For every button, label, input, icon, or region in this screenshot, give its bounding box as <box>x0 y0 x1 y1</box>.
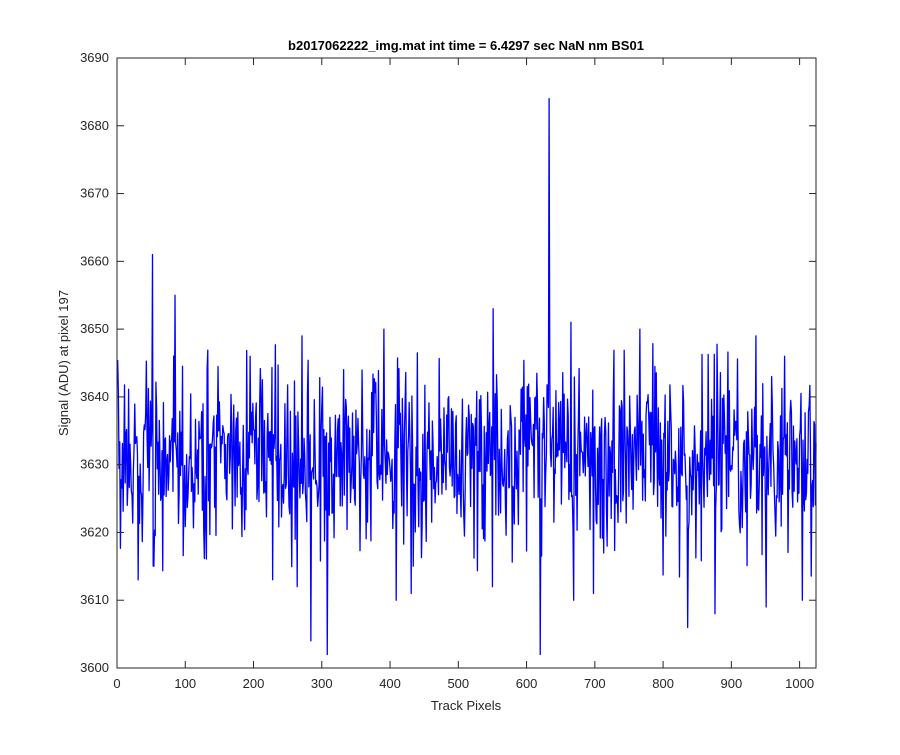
x-tick-label: 700 <box>584 676 606 691</box>
y-tick-label: 3640 <box>80 389 109 404</box>
series-layer <box>117 98 817 656</box>
y-tick-label: 3680 <box>80 118 109 133</box>
y-axis-label: Signal (ADU) at pixel 197 <box>56 290 71 436</box>
x-tick-label: 800 <box>652 676 674 691</box>
series-line <box>117 98 817 656</box>
x-tick-label: 900 <box>721 676 743 691</box>
x-tick-label: 300 <box>311 676 333 691</box>
x-tick-label: 100 <box>174 676 196 691</box>
chart-title: b2017062222_img.mat int time = 6.4297 se… <box>288 38 644 53</box>
x-tick-label: 500 <box>447 676 469 691</box>
y-tick-label: 3630 <box>80 457 109 472</box>
x-axis: 0 100 200 300 400 500 600 700 800 900 1000 <box>113 58 814 691</box>
x-tick-label: 1000 <box>785 676 814 691</box>
y-tick-label: 3690 <box>80 50 109 65</box>
axes-box <box>116 57 817 669</box>
plot-area <box>117 58 816 668</box>
y-tick-label: 3650 <box>80 321 109 336</box>
x-tick-label: 400 <box>379 676 401 691</box>
x-tick-label: 600 <box>516 676 538 691</box>
y-tick-label: 3660 <box>80 253 109 268</box>
y-tick-label: 3600 <box>80 660 109 675</box>
y-tick-label: 3610 <box>80 592 109 607</box>
y-tick-label: 3670 <box>80 186 109 201</box>
x-tick-label: 0 <box>113 676 120 691</box>
x-axis-label: Track Pixels <box>431 698 502 713</box>
y-axis: 3600 3610 3620 3630 3640 3650 3660 3670 3680 3690 <box>80 50 816 675</box>
x-tick-label: 200 <box>243 676 265 691</box>
y-tick-label: 3620 <box>80 524 109 539</box>
